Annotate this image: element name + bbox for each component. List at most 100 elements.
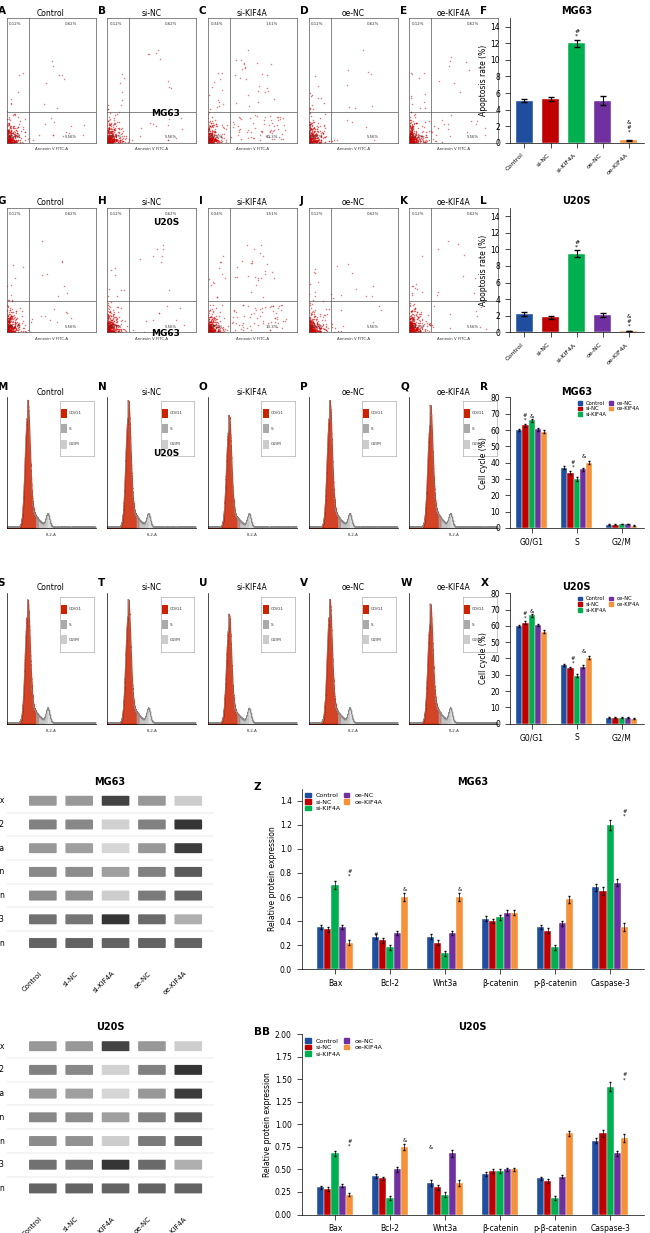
Point	[2, 318, 12, 338]
Point	[114, 321, 124, 340]
Point	[5, 322, 16, 342]
Point	[3, 125, 13, 144]
Point	[6, 317, 16, 337]
Point	[270, 308, 280, 328]
Point	[105, 312, 116, 332]
Point	[411, 131, 422, 150]
Point	[2, 121, 12, 141]
Point	[163, 78, 174, 97]
Point	[103, 309, 113, 329]
Point	[18, 118, 28, 138]
Point	[5, 316, 15, 335]
Text: 0.12%: 0.12%	[412, 22, 424, 26]
Point	[112, 104, 122, 123]
Point	[105, 115, 116, 134]
Point	[404, 308, 415, 328]
Point	[404, 322, 415, 342]
Point	[3, 110, 14, 129]
Point	[408, 129, 418, 149]
Point	[208, 127, 218, 147]
Point	[107, 122, 117, 142]
Point	[213, 317, 223, 337]
Point	[5, 319, 16, 339]
Point	[213, 131, 224, 150]
Point	[216, 322, 226, 342]
Point	[206, 311, 216, 330]
Point	[203, 131, 214, 150]
Point	[311, 319, 322, 339]
Point	[3, 131, 14, 150]
Point	[307, 316, 317, 335]
Point	[416, 322, 426, 342]
Point	[213, 321, 223, 340]
Point	[415, 131, 425, 150]
Point	[243, 296, 254, 316]
Text: Wnt3a: Wnt3a	[0, 843, 5, 853]
Point	[5, 133, 16, 153]
Point	[273, 107, 283, 127]
Point	[308, 322, 318, 342]
Point	[406, 120, 417, 139]
Point	[309, 319, 319, 339]
Point	[420, 131, 430, 150]
Point	[210, 312, 220, 332]
Point	[405, 313, 415, 333]
Point	[162, 296, 172, 316]
Point	[1, 121, 12, 141]
Point	[237, 295, 248, 314]
Point	[111, 322, 122, 342]
Text: U: U	[199, 577, 207, 588]
Text: 0.62%: 0.62%	[165, 22, 177, 26]
Point	[6, 132, 16, 152]
Point	[406, 301, 416, 321]
Point	[205, 128, 216, 148]
Point	[111, 318, 121, 338]
Point	[209, 322, 219, 342]
Point	[406, 321, 417, 340]
Point	[404, 316, 415, 335]
Point	[105, 126, 116, 145]
Point	[308, 301, 318, 321]
Point	[204, 312, 214, 332]
Point	[234, 122, 244, 142]
Point	[207, 317, 217, 337]
Point	[4, 312, 14, 332]
Point	[3, 132, 14, 152]
Point	[61, 302, 72, 322]
Point	[11, 301, 21, 321]
Point	[214, 311, 225, 330]
Point	[111, 309, 122, 329]
Point	[418, 317, 428, 337]
Point	[415, 313, 425, 333]
Point	[107, 132, 117, 152]
Point	[107, 131, 118, 150]
Point	[307, 121, 317, 141]
Point	[120, 126, 131, 145]
Bar	[542, 317, 559, 332]
Point	[239, 306, 250, 326]
Point	[406, 120, 417, 139]
Point	[305, 99, 315, 118]
Point	[315, 319, 325, 339]
Point	[448, 74, 459, 94]
Point	[203, 126, 214, 145]
Text: #: #	[374, 932, 378, 937]
Point	[109, 317, 119, 337]
Point	[415, 318, 425, 338]
Point	[404, 322, 415, 342]
Point	[8, 117, 18, 137]
Point	[280, 120, 290, 139]
Point	[306, 318, 317, 338]
Point	[109, 127, 119, 147]
Point	[1, 314, 12, 334]
Point	[107, 132, 117, 152]
Point	[305, 309, 315, 329]
Point	[305, 129, 315, 149]
Point	[315, 322, 325, 342]
Point	[1, 131, 12, 150]
Point	[406, 321, 417, 340]
Point	[8, 317, 19, 337]
Point	[406, 316, 416, 335]
Text: 5.56%: 5.56%	[367, 136, 378, 139]
Point	[304, 317, 314, 337]
